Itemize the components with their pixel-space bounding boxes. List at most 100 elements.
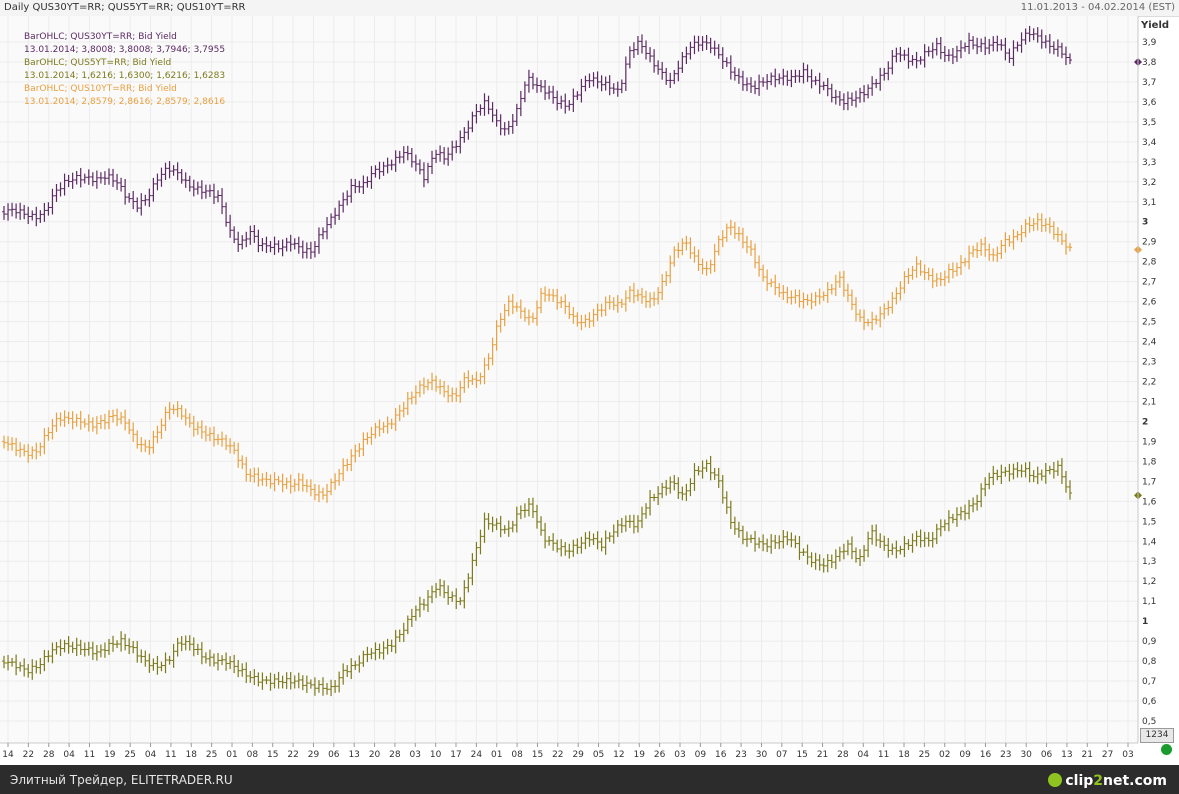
logo-icon: [1048, 773, 1063, 787]
x-tick-label: 14: [2, 750, 14, 760]
legend-s10-name: BarOHLC; QUS10YT=RR; Bid Yield: [24, 84, 177, 94]
x-tick-label: 22: [23, 750, 34, 760]
y-tick-label: 2: [1142, 417, 1148, 427]
legend-s10-values: 13.01.2014; 2,8579; 2,8616; 2,8579; 2,86…: [24, 97, 226, 107]
x-tick-label: 27: [1102, 750, 1113, 760]
y-tick-label: 1,1: [1142, 597, 1156, 607]
y-tick-label: 3,3: [1142, 158, 1156, 168]
y-tick-label: 1: [1142, 617, 1148, 627]
y-tick-label: 3: [1142, 218, 1148, 228]
x-tick-label: 06: [328, 750, 340, 760]
legend: BarOHLC; QUS30YT=RR; Bid Yield 13.01.201…: [24, 31, 225, 109]
y-tick-label: 3,4: [1142, 138, 1157, 148]
y-tick-label: 2,1: [1142, 397, 1156, 407]
x-tick-label: 26: [654, 750, 666, 760]
x-tick-label: 21: [817, 750, 828, 760]
x-tick-label: 06: [1041, 750, 1053, 760]
x-tick-label: 28: [837, 750, 849, 760]
ohlc-chart: 0,5 0,6 0,7 0,8 0,9 1 1,1 1,2 1,3 1,4 1,5 1,6 1,7 1,8…: [0, 16, 1169, 760]
y-tick-label: 0,9: [1142, 637, 1157, 647]
footer-caption: Элитный Трейдер, ELITETRADER.RU: [10, 773, 233, 787]
x-tick-label: 16: [715, 750, 727, 760]
x-tick-label: 29: [572, 750, 584, 760]
chart-title: Daily QUS30YT=RR; QUS5YT=RR; QUS10YT=RR: [4, 2, 246, 13]
x-tick-label: 02: [939, 750, 950, 760]
x-tick-label: 08: [247, 750, 259, 760]
x-tick-label: 18: [898, 750, 910, 760]
y-tick-label: 1,3: [1142, 557, 1156, 567]
y-tick-label: 3,6: [1142, 98, 1157, 108]
footer: Элитный Трейдер, ELITETRADER.RU clip2net…: [0, 765, 1179, 794]
x-tick-label: 28: [389, 750, 401, 760]
clip2net-logo: clip2net.com: [1048, 770, 1167, 790]
y-tick-label: 2,6: [1142, 298, 1157, 308]
x-tick-label: 13: [348, 750, 359, 760]
y-tick-label: 3,5: [1142, 118, 1156, 128]
x-tick-label: 22: [287, 750, 298, 760]
x-tick-label: 30: [1020, 750, 1032, 760]
x-tick-label: 09: [695, 750, 707, 760]
x-tick-label: 03: [674, 750, 685, 760]
y-tick-label: 1,9: [1142, 437, 1157, 447]
y-tick-label: 1,8: [1142, 457, 1157, 467]
grid: [0, 16, 1138, 743]
y-axis: 0,5 0,6 0,7 0,8 0,9 1 1,1 1,2 1,3 1,4 1,5 1,6 1,7 1,8…: [1137, 16, 1157, 743]
x-tick-label: 18: [186, 750, 198, 760]
x-tick-label: 09: [959, 750, 971, 760]
x-tick-label: 03: [1122, 750, 1133, 760]
x-tick-label: 07: [776, 750, 787, 760]
x-tick-label: 25: [124, 750, 135, 760]
x-tick-label: 29: [308, 750, 320, 760]
x-tick-label: 11: [165, 750, 176, 760]
y-tick-label: 2,3: [1142, 358, 1156, 368]
y-tick-label: 0,7: [1142, 677, 1156, 687]
x-axis: 14 22 28 04 11 19 25 04 11 18 25 01 08 15 22 29 06 13 20 28…: [0, 742, 1138, 760]
y-tick-label: 0,8: [1142, 657, 1157, 667]
y-tick-label: 3,9: [1142, 38, 1157, 48]
status-indicator: [1161, 744, 1172, 755]
x-tick-label: 23: [1000, 750, 1011, 760]
y-tick-label: 1,5: [1142, 517, 1156, 527]
legend-s5-values: 13.01.2014; 1,6216; 1,6300; 1,6216; 1,62…: [24, 71, 226, 81]
y-tick-label: 2,9: [1142, 238, 1157, 248]
y-tick-label: 3,2: [1142, 178, 1156, 188]
date-range: 11.01.2013 - 04.02.2014 (EST): [1020, 2, 1175, 13]
legend-s30-name: BarOHLC; QUS30YT=RR; Bid Yield: [24, 32, 177, 42]
x-tick-label: 30: [756, 750, 768, 760]
y-tick-label: 2,2: [1142, 378, 1156, 388]
x-tick-label: 11: [84, 750, 95, 760]
x-tick-label: 28: [43, 750, 55, 760]
x-tick-label: 19: [104, 750, 116, 760]
x-tick-label: 17: [450, 750, 461, 760]
x-tick-label: 05: [593, 750, 604, 760]
y-tick-label: 2,7: [1142, 278, 1156, 288]
x-tick-label: 01: [491, 750, 502, 760]
y-tick-label: 1,2: [1142, 577, 1156, 587]
x-tick-label: 23: [735, 750, 746, 760]
x-tick-label: 19: [634, 750, 646, 760]
x-tick-label: 22: [552, 750, 563, 760]
x-tick-label: 25: [206, 750, 217, 760]
plot-area: [0, 16, 1138, 743]
x-tick-label: 04: [858, 750, 870, 760]
x-tick-label: 20: [369, 750, 381, 760]
x-tick-label: 15: [532, 750, 543, 760]
x-tick-label: 08: [511, 750, 523, 760]
zoom-button[interactable]: 1234: [1140, 728, 1174, 743]
x-tick-label: 16: [980, 750, 992, 760]
x-tick-label: 03: [410, 750, 421, 760]
y-tick-label: 2,5: [1142, 318, 1156, 328]
y-tick-label: 1,6: [1142, 497, 1157, 507]
x-tick-label: 04: [145, 750, 157, 760]
legend-s30-values: 13.01.2014; 3,8008; 3,8008; 3,7946; 3,79…: [24, 45, 226, 55]
y-tick-label: 3,1: [1142, 198, 1156, 208]
x-tick-label: 11: [878, 750, 889, 760]
y-tick-label: 2,4: [1142, 338, 1157, 348]
x-tick-label: 13: [1061, 750, 1072, 760]
x-tick-label: 04: [63, 750, 75, 760]
y-tick-label: 0,5: [1142, 717, 1156, 727]
x-tick-label: 01: [226, 750, 237, 760]
y-axis-label: Yield: [1140, 20, 1169, 31]
y-tick-label: 3,7: [1142, 78, 1156, 88]
y-tick-label: 3,8: [1142, 58, 1157, 68]
